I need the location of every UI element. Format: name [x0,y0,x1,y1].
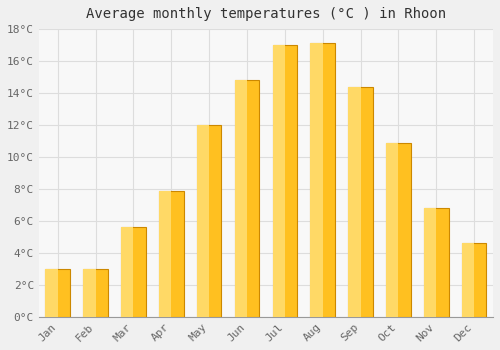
Bar [159,190,184,317]
Bar [46,269,58,317]
Bar [386,142,398,317]
Bar [348,86,360,317]
Bar [310,43,322,317]
Bar [310,43,335,317]
Bar [84,269,96,317]
Bar [272,45,297,317]
Bar [159,190,172,317]
Bar [234,80,260,317]
Bar [424,208,436,317]
Title: Average monthly temperatures (°C ) in Rhoon: Average monthly temperatures (°C ) in Rh… [86,7,446,21]
Bar [197,125,209,317]
Bar [121,227,134,317]
Bar [462,243,474,317]
Bar [272,45,285,317]
Bar [46,269,70,317]
Bar [386,142,410,317]
Bar [348,86,373,317]
Bar [197,125,222,317]
Bar [462,243,486,317]
Bar [121,227,146,317]
Bar [234,80,247,317]
Bar [424,208,448,317]
Bar [84,269,108,317]
